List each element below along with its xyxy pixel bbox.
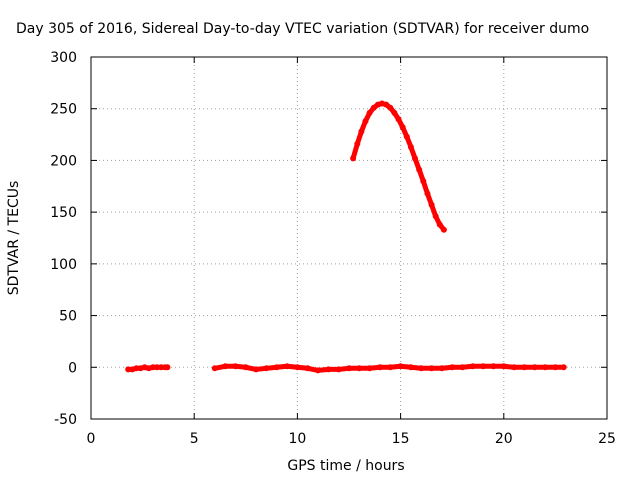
data-point: [366, 109, 373, 116]
data-point: [531, 364, 538, 371]
data-point: [438, 365, 445, 372]
chart-title: Day 305 of 2016, Sidereal Day-to-day VTE…: [16, 21, 589, 37]
data-point: [552, 364, 559, 371]
data-point: [383, 101, 390, 108]
data-point: [432, 213, 439, 220]
x-tick-labels: 0 5 10 15 20 25: [87, 431, 616, 447]
data-point: [211, 365, 218, 372]
data-point: [222, 363, 229, 370]
y-tick-labels: -50 0 50 100 150 200 250 300: [50, 50, 77, 428]
data-point: [263, 365, 270, 372]
data-point: [232, 363, 239, 370]
data-point: [412, 155, 418, 162]
y-tick-label: 50: [59, 309, 77, 325]
y-tick-label: 0: [68, 360, 77, 376]
x-tick-label: 5: [190, 431, 199, 447]
data-point: [397, 363, 404, 370]
y-tick-label: 300: [50, 50, 77, 66]
data-point: [354, 140, 361, 147]
data-point: [154, 364, 160, 371]
data-point: [315, 367, 321, 374]
data-point: [418, 365, 425, 372]
data-point: [304, 365, 311, 372]
data-point: [387, 104, 394, 111]
data-point: [490, 363, 497, 370]
x-axis-label: GPS time / hours: [287, 458, 404, 474]
data-point: [542, 364, 549, 371]
data-point: [403, 133, 410, 140]
y-tick-label: 200: [50, 153, 77, 169]
data-point: [407, 364, 414, 371]
x-tick-label: 20: [495, 431, 513, 447]
data-point: [346, 365, 352, 372]
data-point: [284, 363, 291, 370]
y-tick-label: 100: [50, 257, 77, 273]
x-tick-label: 10: [288, 431, 306, 447]
data-point: [253, 366, 260, 373]
data-point: [377, 364, 383, 371]
data-point: [125, 366, 132, 373]
data-point: [424, 190, 431, 197]
data-point: [242, 364, 249, 371]
data-point: [370, 104, 377, 111]
data-point: [459, 364, 466, 371]
data-point: [133, 365, 140, 372]
data-point: [362, 118, 369, 125]
data-point: [480, 363, 487, 370]
data-point: [358, 128, 365, 135]
data-point: [416, 166, 423, 173]
y-axis-label: SDTVAR / TECUs: [6, 181, 22, 296]
y-tick-label: -50: [54, 412, 77, 428]
data-point: [436, 221, 443, 228]
data-point: [511, 364, 518, 371]
data-point: [407, 144, 414, 150]
data-point: [350, 155, 357, 162]
data-point: [428, 201, 435, 208]
data-point: [391, 109, 398, 116]
y-tick-label: 150: [50, 205, 77, 221]
data-point: [325, 366, 332, 373]
data-point: [500, 363, 507, 370]
data-point: [440, 226, 447, 233]
data-point: [395, 116, 402, 123]
axis-ticks: [90, 56, 608, 420]
y-tick-label: 250: [50, 102, 77, 118]
data-point: [387, 364, 394, 371]
x-tick-label: 0: [87, 431, 96, 447]
data-point: [273, 364, 280, 371]
data-point: [164, 364, 171, 371]
data-point: [521, 364, 528, 371]
x-tick-label: 15: [392, 431, 410, 447]
data-point: [294, 364, 301, 371]
data-series: [125, 100, 567, 374]
data-point: [399, 124, 406, 131]
x-tick-label: 25: [598, 431, 616, 447]
data-point: [335, 366, 342, 373]
data-point: [149, 364, 156, 371]
data-point: [449, 364, 456, 371]
data-point: [366, 365, 373, 372]
data-point: [356, 365, 363, 372]
data-point: [420, 178, 427, 185]
data-point: [158, 364, 165, 371]
data-point: [469, 363, 476, 370]
data-point: [428, 365, 435, 372]
data-point: [560, 364, 567, 371]
plot-frame: [90, 56, 608, 420]
